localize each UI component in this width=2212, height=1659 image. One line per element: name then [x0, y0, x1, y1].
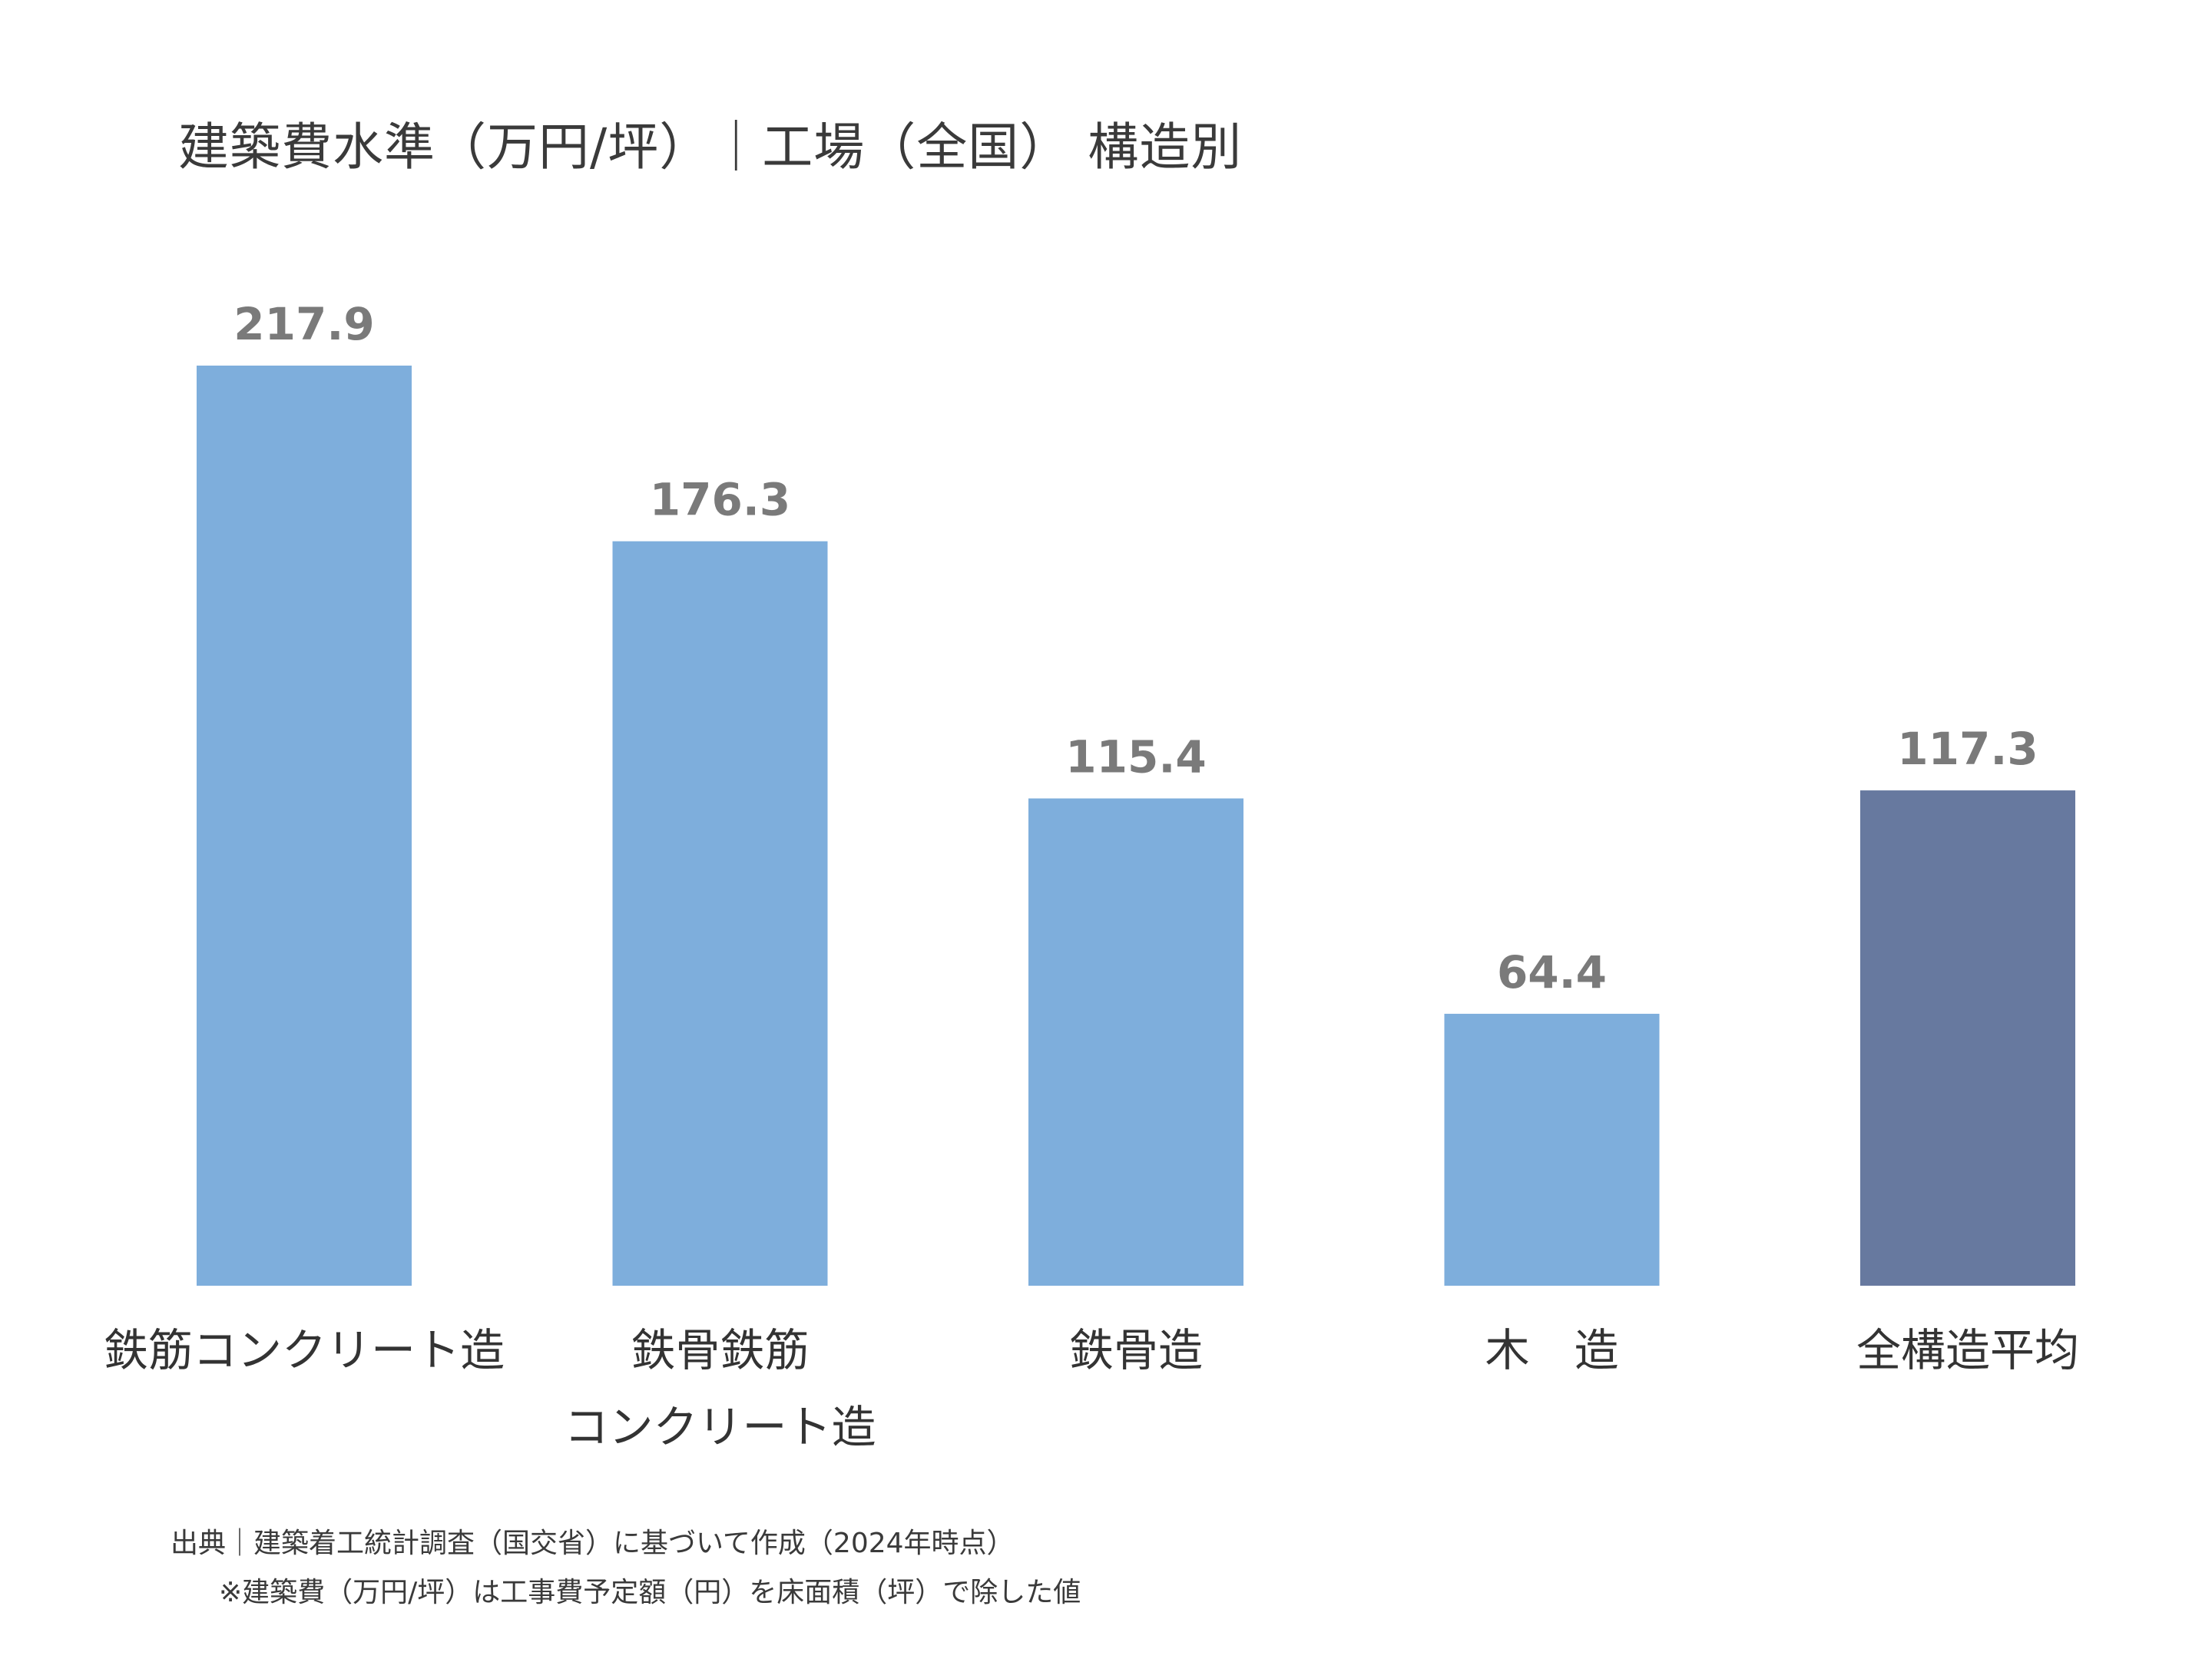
source-note: 出典｜建築着工統計調査（国交省）に基づいて作成（2024年時点）: [171, 1528, 1015, 1559]
bar-4: [1444, 1013, 1660, 1286]
value-label-1: 217.9: [233, 298, 374, 350]
bar-2: [612, 541, 828, 1286]
category-label-2-line-1: 鉄骨鉄筋: [631, 1324, 809, 1376]
value-label-4: 64.4: [1497, 946, 1607, 998]
value-label-2: 176.3: [650, 474, 790, 526]
category-label-3: 鉄骨造: [1069, 1324, 1203, 1376]
chart-title: 建築費水準（万円/坪）｜工場（全国） 構造別: [178, 118, 1243, 177]
value-label-5: 117.3: [1897, 723, 2038, 775]
bar-3: [1028, 798, 1243, 1286]
category-label-5: 全構造平均: [1856, 1324, 2079, 1376]
bars-layer: [197, 366, 2075, 1286]
calculation-note: ※建築費（万円/坪）は工事費予定額（円）を床面積（坪）で除した値: [219, 1577, 1081, 1608]
value-label-3: 115.4: [1065, 731, 1206, 783]
category-label-4: 木 造: [1485, 1324, 1618, 1376]
value-labels-layer: 217.9 176.3 115.4 64.4 117.3: [233, 298, 2038, 998]
category-label-1: 鉄筋コンクリート造: [104, 1324, 505, 1376]
bar-5: [1860, 790, 2075, 1286]
bar-1: [197, 366, 412, 1286]
category-label-2-line-2: コンクリート造: [564, 1401, 876, 1453]
